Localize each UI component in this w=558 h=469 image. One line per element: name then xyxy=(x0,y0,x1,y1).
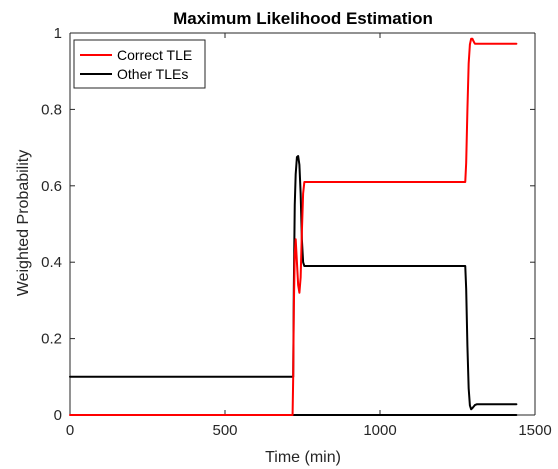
legend-label: Other TLEs xyxy=(117,66,188,82)
series-line-correct-tle xyxy=(69,37,518,416)
y-tick-label: 0.6 xyxy=(41,178,62,195)
x-axis-title: Time (min) xyxy=(265,449,341,466)
y-tick-label: 0 xyxy=(54,407,62,424)
y-tick-label: 1 xyxy=(54,25,62,42)
x-tick-label: 500 xyxy=(212,422,237,439)
legend-label: Correct TLE xyxy=(117,47,192,63)
y-tick-label: 0.2 xyxy=(41,331,62,348)
chart-title: Maximum Likelihood Estimation xyxy=(173,9,433,28)
y-tick-label: 0.4 xyxy=(41,254,62,271)
plot-area: 0 500 1000 1500 0 0.2 0.4 0.6 0.8 1 Correct TLE Oth… xyxy=(41,25,552,439)
x-tick-label: 1000 xyxy=(363,422,396,439)
y-tick-label: 0.8 xyxy=(41,101,62,118)
y-axis-title: Weighted Probability xyxy=(15,150,32,296)
x-tick-label: 0 xyxy=(66,422,74,439)
x-tick-label: 1500 xyxy=(518,422,551,439)
legend-box xyxy=(73,39,206,89)
series-line-other-tles xyxy=(69,155,518,411)
